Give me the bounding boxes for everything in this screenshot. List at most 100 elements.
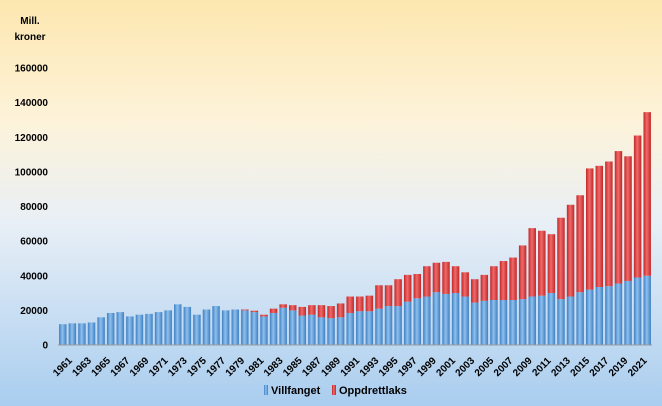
bar-villfanget xyxy=(432,292,441,345)
legend-swatch-villfanget xyxy=(264,385,268,395)
bar-villfanget xyxy=(59,324,67,345)
y-tick-label: 0 xyxy=(42,341,48,352)
bar-villfanget xyxy=(145,313,153,345)
bar-villfanget xyxy=(346,312,354,345)
legend-label-oppdrettlaks: Oppdrettlaks xyxy=(339,385,407,397)
bar-villfanget xyxy=(260,316,268,345)
bar-villfanget xyxy=(164,310,172,346)
bar-oppdrettlaks xyxy=(585,168,594,290)
bar-villfanget xyxy=(499,299,508,345)
bar-villfanget xyxy=(595,287,604,345)
bar-oppdrettlaks xyxy=(509,257,517,300)
bar-villfanget xyxy=(336,317,345,345)
bar-villfanget xyxy=(269,312,278,345)
y-tick-label: 60000 xyxy=(20,237,48,248)
bar-oppdrettlaks xyxy=(557,217,565,300)
bar-villfanget xyxy=(423,296,431,345)
bar-villfanget xyxy=(528,296,536,345)
unit-label-line1: Mill. xyxy=(20,16,40,27)
bar-villfanget xyxy=(365,311,374,345)
bar-oppdrettlaks xyxy=(308,305,316,315)
bar-villfanget xyxy=(403,301,412,345)
bar-oppdrettlaks xyxy=(269,308,278,313)
bar-villfanget xyxy=(193,314,201,345)
bar-villfanget xyxy=(614,283,623,345)
bar-series-group xyxy=(59,112,651,346)
bar-villfanget xyxy=(451,293,460,345)
unit-label-line2: kroner xyxy=(14,32,45,43)
bar-oppdrettlaks xyxy=(403,274,412,302)
bar-oppdrettlaks xyxy=(471,279,479,303)
bar-oppdrettlaks xyxy=(413,274,422,299)
bar-villfanget xyxy=(231,309,239,345)
bar-villfanget xyxy=(68,323,77,345)
bar-oppdrettlaks xyxy=(461,272,469,297)
bar-villfanget xyxy=(116,312,125,345)
y-tick-label: 140000 xyxy=(15,98,49,109)
bar-oppdrettlaks xyxy=(356,296,364,312)
bar-villfanget xyxy=(538,295,546,345)
bar-oppdrettlaks xyxy=(279,304,287,308)
bar-oppdrettlaks xyxy=(288,305,297,311)
y-tick-label: 80000 xyxy=(20,202,48,213)
bar-oppdrettlaks xyxy=(605,161,613,287)
bar-villfanget xyxy=(509,299,517,345)
bar-villfanget xyxy=(250,312,259,345)
y-axis: 0 20000 40000 60000 80000 100000 120000 140000 1… xyxy=(15,64,49,352)
bar-villfanget xyxy=(212,306,220,345)
y-tick-label: 20000 xyxy=(20,306,48,317)
bar-villfanget xyxy=(605,286,613,345)
bar-villfanget xyxy=(279,307,287,345)
bar-villfanget xyxy=(413,298,422,345)
bar-oppdrettlaks xyxy=(442,261,450,294)
bar-villfanget xyxy=(518,299,527,345)
bar-oppdrettlaks xyxy=(394,279,402,307)
bar-villfanget xyxy=(490,299,498,345)
legend: Villfanget Oppdrettlaks xyxy=(264,385,407,397)
bar-villfanget xyxy=(633,277,642,345)
bar-villfanget xyxy=(566,296,575,345)
bar-villfanget xyxy=(106,312,115,345)
bar-oppdrettlaks xyxy=(480,274,489,301)
bar-villfanget xyxy=(154,312,163,345)
bar-villfanget xyxy=(624,280,632,345)
bar-oppdrettlaks xyxy=(317,305,326,318)
bar-villfanget xyxy=(135,314,144,345)
bar-oppdrettlaks xyxy=(365,295,374,312)
bar-villfanget xyxy=(241,310,249,346)
bar-villfanget xyxy=(298,315,307,345)
bar-oppdrettlaks xyxy=(260,314,268,317)
bar-oppdrettlaks xyxy=(432,262,441,293)
bar-villfanget xyxy=(183,306,192,345)
bar-villfanget xyxy=(87,322,96,345)
legend-swatch-oppdrettlaks xyxy=(332,385,336,395)
bar-villfanget xyxy=(557,299,565,345)
bar-villfanget xyxy=(471,302,479,345)
bar-villfanget xyxy=(480,300,489,345)
bar-oppdrettlaks xyxy=(451,266,460,294)
bar-oppdrettlaks xyxy=(576,195,584,293)
bar-oppdrettlaks xyxy=(643,112,651,276)
bar-villfanget xyxy=(317,317,326,345)
bar-oppdrettlaks xyxy=(327,306,335,319)
bar-villfanget xyxy=(375,308,383,345)
legend-label-villfanget: Villfanget xyxy=(271,385,321,397)
bar-villfanget xyxy=(442,293,450,345)
y-tick-label: 120000 xyxy=(15,133,49,144)
bar-villfanget xyxy=(356,311,364,345)
bar-oppdrettlaks xyxy=(346,296,354,313)
bar-villfanget xyxy=(643,275,651,345)
bar-oppdrettlaks xyxy=(423,266,431,297)
bar-villfanget xyxy=(576,292,584,345)
bar-oppdrettlaks xyxy=(375,285,383,309)
bar-villfanget xyxy=(461,296,469,345)
bar-oppdrettlaks xyxy=(250,310,259,313)
y-tick-label: 100000 xyxy=(15,167,49,178)
bar-villfanget xyxy=(327,318,335,345)
bar-oppdrettlaks xyxy=(518,245,527,300)
bar-villfanget xyxy=(585,289,594,345)
bar-oppdrettlaks xyxy=(499,261,508,300)
bar-oppdrettlaks xyxy=(624,156,632,281)
